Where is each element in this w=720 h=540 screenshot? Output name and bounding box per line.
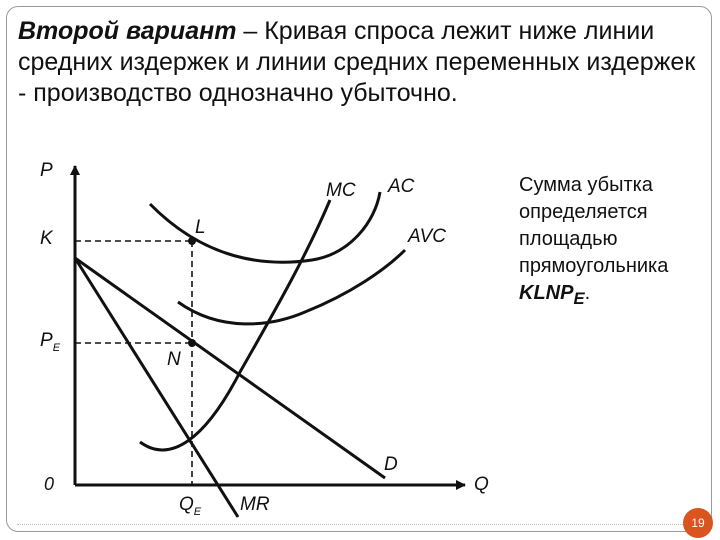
ac-label: AC bbox=[387, 176, 415, 197]
point-n-marker bbox=[188, 339, 196, 347]
tick-k-label: K bbox=[40, 228, 54, 249]
loss-note: Сумма убытка определяется площадью прямо… bbox=[519, 172, 709, 312]
demand-label: D bbox=[384, 454, 398, 475]
point-l-label: L bbox=[195, 217, 206, 238]
ac-curve bbox=[148, 191, 382, 264]
mr-line bbox=[73, 257, 240, 518]
avc-curve bbox=[177, 248, 407, 326]
heading-rest: – Кривая спроса лежит ниже линии средних… bbox=[18, 17, 696, 107]
tick-qe-label: QE bbox=[179, 494, 202, 518]
mc-label: MC bbox=[326, 180, 356, 201]
loss-note-end: . bbox=[584, 282, 591, 304]
axis-y-label: P bbox=[40, 160, 53, 181]
page-number: 19 bbox=[691, 516, 705, 530]
point-l-marker bbox=[188, 237, 196, 245]
cost-diagram: P Q 0 K PE QE L N MC AC AVC D MR bbox=[40, 160, 489, 518]
mr-label: MR bbox=[240, 494, 270, 515]
axis-x-label: Q bbox=[474, 474, 489, 495]
page-number-badge: 19 bbox=[683, 508, 713, 538]
slide-frame bbox=[6, 6, 712, 532]
loss-note-emph: KLNPE bbox=[519, 282, 585, 308]
slide-heading: Второй вариант – Кривая спроса лежит ниж… bbox=[18, 16, 698, 109]
heading-lead: Второй вариант bbox=[18, 17, 237, 45]
point-n-label: N bbox=[167, 349, 181, 370]
origin-label: 0 bbox=[44, 474, 54, 494]
mc-curve bbox=[139, 199, 332, 452]
avc-label: AVC bbox=[407, 226, 446, 247]
demand-line bbox=[74, 256, 386, 480]
tick-pe-label: PE bbox=[40, 330, 61, 354]
loss-note-text: Сумма убытка определяется площадью прямо… bbox=[519, 174, 669, 277]
